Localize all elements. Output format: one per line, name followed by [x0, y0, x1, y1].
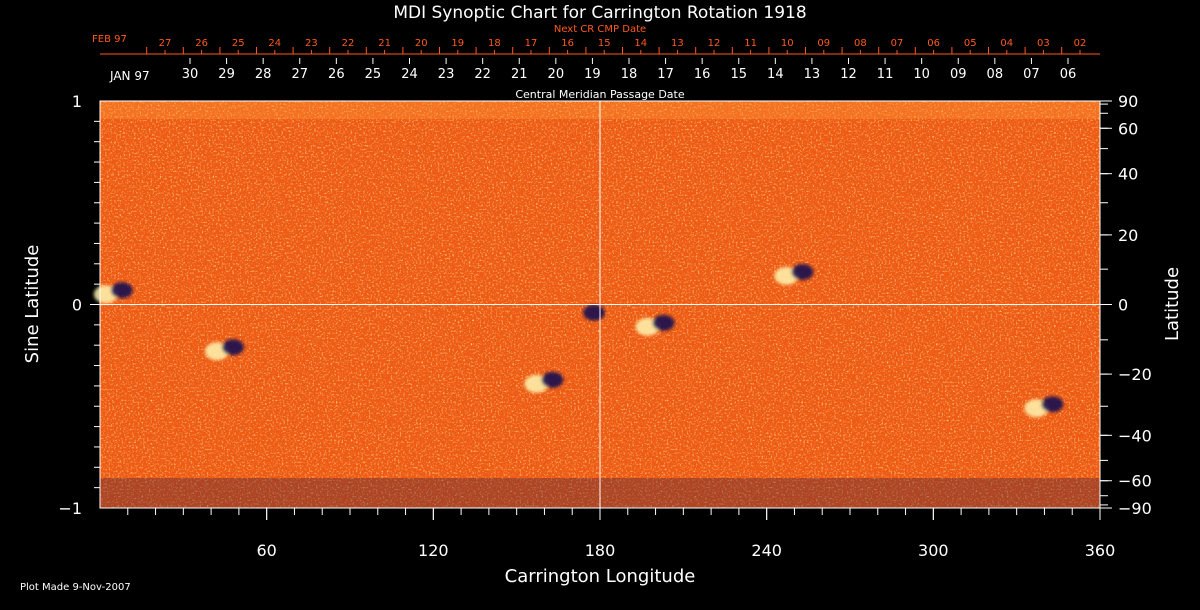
- y-right-tick-label: −90: [1118, 499, 1152, 518]
- cmp-day: 22: [474, 67, 491, 82]
- plot-made-note: Plot Made 9-Nov-2007: [20, 582, 131, 593]
- cmp-day: 15: [730, 67, 747, 82]
- cmp-day: 12: [840, 67, 857, 82]
- next-cmp-day: 08: [854, 38, 867, 49]
- active-region-5: [774, 263, 814, 285]
- next-cmp-day: 18: [488, 38, 501, 49]
- y-right-tick-label: 20: [1118, 226, 1138, 245]
- y-right-tick-label: 90: [1118, 92, 1138, 111]
- next-cmp-day: 10: [781, 38, 794, 49]
- x-axis-ticks: 60 120 180 240 300 360: [127, 508, 1116, 560]
- cmp-day: 10: [913, 67, 930, 82]
- cmp-day: 09: [950, 67, 967, 82]
- negative-polarity-patch: [222, 339, 244, 356]
- next-cmp-day: 19: [451, 38, 464, 49]
- y-right-tick-label: 0: [1118, 296, 1128, 315]
- next-cmp-day: 02: [1074, 38, 1087, 49]
- negative-polarity-patch: [583, 304, 606, 321]
- next-cmp-day: 11: [744, 38, 757, 49]
- x-tick-label: 120: [418, 541, 449, 560]
- x-tick-label: 180: [585, 541, 616, 560]
- negative-polarity-patch: [541, 371, 564, 388]
- negative-polarity-patch: [1041, 396, 1064, 413]
- cmp-day: 24: [401, 67, 418, 82]
- next-cmp-day: 21: [378, 38, 391, 49]
- next-cmp-day: 24: [268, 38, 281, 49]
- y-left-tick-label: −1: [58, 499, 82, 518]
- cmp-day: 13: [804, 67, 821, 82]
- next-cmp-day: 12: [708, 38, 721, 49]
- next-cmp-day: 13: [671, 38, 684, 49]
- next-cmp-day: 22: [342, 38, 355, 49]
- y-left-tick-label: 0: [72, 296, 82, 315]
- cmp-day: 07: [1023, 67, 1040, 82]
- next-cmp-day: 07: [891, 38, 904, 49]
- active-region-3: [583, 304, 606, 321]
- next-cmp-day: 06: [927, 38, 940, 49]
- cmp-day: 30: [182, 67, 199, 82]
- y-axis-right-label: Latitude: [1162, 267, 1183, 341]
- x-axis-label: Carrington Longitude: [505, 566, 696, 587]
- negative-polarity-patch: [652, 314, 675, 331]
- next-cmp-day: 14: [634, 38, 647, 49]
- y-left-axis-ticks: 1 0 −1: [58, 92, 100, 518]
- next-cmp-day: 16: [561, 38, 574, 49]
- chart-title: MDI Synoptic Chart for Carrington Rotati…: [393, 3, 806, 23]
- cmp-day: 29: [218, 67, 235, 82]
- y-right-tick-label: 40: [1118, 165, 1138, 184]
- y-right-tick-label: −20: [1118, 365, 1152, 384]
- cmp-day: 28: [255, 67, 272, 82]
- cmp-day: 14: [767, 67, 784, 82]
- x-tick-label: 60: [256, 541, 276, 560]
- next-cmp-day: 17: [525, 38, 538, 49]
- y-right-tick-label: −40: [1118, 426, 1152, 445]
- cmp-month: JAN 97: [109, 69, 150, 83]
- active-region-4: [635, 314, 675, 336]
- next-cmp-day: 09: [817, 38, 830, 49]
- next-cmp-day: 23: [305, 38, 318, 49]
- x-tick-label: 360: [1085, 541, 1116, 560]
- cmp-date-ticks: 30 29 28 27 26 25 24 23 22 21 20 19 18 17 16 15 14 13 12 11…: [182, 58, 1077, 82]
- next-cmp-day: 05: [964, 38, 977, 49]
- cmp-day: 20: [548, 67, 565, 82]
- cmp-day: 19: [584, 67, 601, 82]
- cmp-day: 06: [1060, 67, 1077, 82]
- next-cmp-day: 27: [159, 38, 172, 49]
- active-region-2: [524, 371, 564, 393]
- cmp-day: 27: [291, 67, 308, 82]
- next-cmp-day: 04: [1000, 38, 1013, 49]
- cmp-day: 21: [511, 67, 528, 82]
- x-tick-label: 300: [918, 541, 949, 560]
- next-cmp-label: Next CR CMP Date: [554, 24, 646, 35]
- cmp-day: 25: [365, 67, 382, 82]
- negative-polarity-patch: [791, 263, 814, 280]
- next-cmp-day: 20: [415, 38, 428, 49]
- y-right-axis-ticks: 90 60 40 20 0 −20 −40 −60 −90: [1100, 92, 1152, 518]
- next-cmp-ticks: 27 26 25 24 23 22 21 20 19 18 17 16 15 14 13 12 11 10 09 08…: [146, 38, 1087, 54]
- next-cmp-day: 15: [598, 38, 611, 49]
- cmp-day: 26: [328, 67, 345, 82]
- cmp-axis-label: Central Meridian Passage Date: [515, 88, 684, 101]
- cmp-day: 08: [987, 67, 1004, 82]
- next-cmp-day: 25: [232, 38, 245, 49]
- negative-polarity-patch: [110, 282, 133, 299]
- next-cmp-month: FEB 97: [92, 34, 127, 45]
- cmp-day: 16: [694, 67, 711, 82]
- y-right-tick-label: −60: [1118, 472, 1152, 491]
- cmp-day: 17: [657, 67, 674, 82]
- next-cmp-day: 26: [195, 38, 208, 49]
- cmp-day: 23: [438, 67, 455, 82]
- cmp-day: 11: [877, 67, 894, 82]
- next-cmp-day: 03: [1037, 38, 1050, 49]
- plot-area: [93, 100, 1101, 509]
- cmp-day: 18: [621, 67, 638, 82]
- y-axis-left-label: Sine Latitude: [22, 245, 43, 364]
- y-right-tick-label: 60: [1118, 119, 1138, 138]
- y-left-tick-label: 1: [72, 92, 82, 111]
- x-tick-label: 240: [751, 541, 782, 560]
- active-region-6: [1024, 396, 1064, 418]
- active-region-1: [205, 339, 244, 361]
